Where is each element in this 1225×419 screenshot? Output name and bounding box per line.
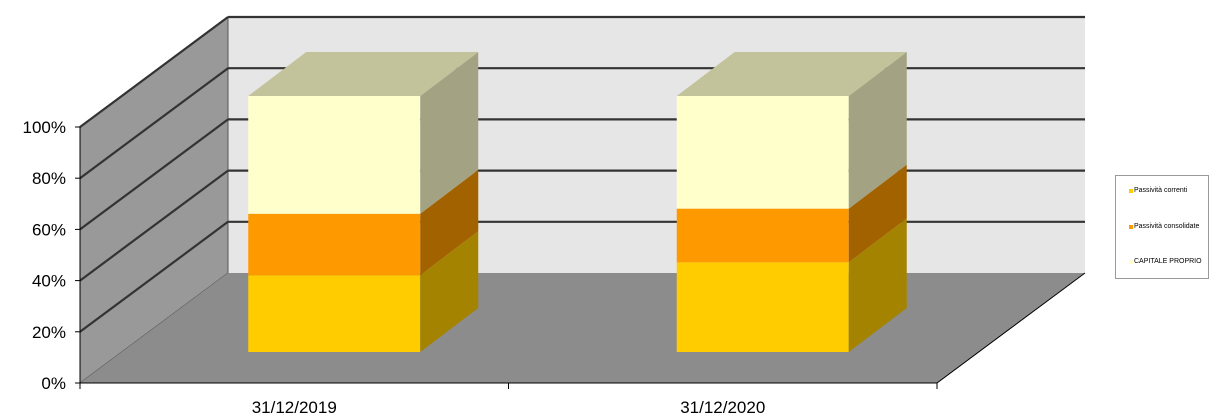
y-tick-label: 0% [41, 374, 66, 393]
bar-segment [676, 164, 907, 263]
y-tick-label: 40% [32, 272, 66, 291]
gridline [79, 15, 1085, 128]
bar-segment [248, 231, 479, 352]
bar-segment [248, 169, 479, 276]
y-axis-tick-labels: 0% 20% 40% 60% 80% 100% [23, 118, 66, 393]
floor-edge [936, 272, 1086, 384]
chart-walls [79, 16, 1085, 384]
legend-swatch [1129, 188, 1133, 193]
legend-item-capitale-proprio: CAPITALE PROPRIO [1129, 258, 1202, 265]
bar-group [676, 52, 907, 352]
legend-label: Passività correnti [1134, 187, 1188, 194]
y-tick-label: 60% [32, 220, 66, 239]
legend-item-passivita-consolidate: Passività consolidate [1129, 223, 1199, 230]
legend-label: Passività consolidate [1134, 223, 1200, 230]
bars [248, 52, 907, 352]
x-category-label: 31/12/2019 [252, 398, 337, 417]
legend-swatch [1129, 259, 1133, 264]
x-category-label: 31/12/2020 [680, 398, 765, 417]
x-axis-category-labels: 31/12/2019 31/12/2020 [252, 398, 766, 417]
floor [80, 273, 1085, 383]
y-tick-label: 20% [32, 323, 66, 342]
y-tick-label: 80% [32, 169, 66, 188]
axes [75, 126, 1086, 389]
legend-item-passivita-correnti: Passività correnti [1129, 187, 1187, 194]
bar-segment [676, 218, 907, 352]
bar-group [248, 52, 479, 352]
bar-segment [248, 52, 479, 214]
bar-segment [676, 52, 907, 209]
legend: Passività correnti Passività consolidate… [1115, 175, 1209, 279]
y-tick-label: 100% [23, 118, 66, 137]
legend-label: CAPITALE PROPRIO [1134, 258, 1202, 265]
legend-swatch [1129, 224, 1133, 229]
